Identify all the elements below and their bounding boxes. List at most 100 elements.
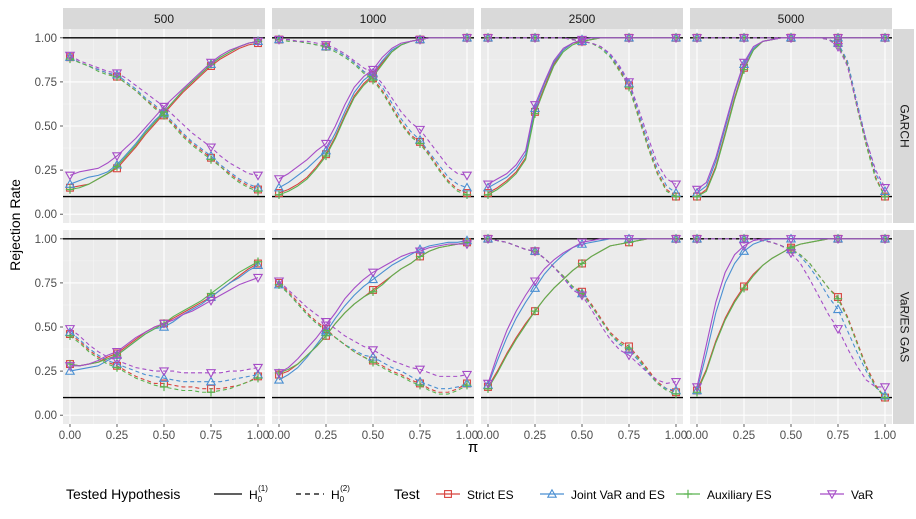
series-line-var-h1: [696, 238, 885, 388]
y-tick-label: 0.25: [35, 165, 57, 177]
series-line-joint-var-and-es-h2: [69, 331, 259, 383]
y-tick-label: 0.50: [35, 322, 57, 334]
x-tick-label: 0.00: [686, 430, 708, 442]
legend-label-h2-sub: 0: [340, 495, 345, 504]
data-point-var-h1: [832, 34, 844, 44]
data-point-auxiliary-es-h2: [206, 388, 216, 397]
data-point-var-h2: [205, 143, 217, 153]
legend-key-marker: [826, 490, 838, 500]
data-point-joint-var-and-es-h1: [158, 321, 170, 331]
legend-item-label: Auxiliary ES: [707, 488, 772, 502]
row-strip-bg: [893, 29, 914, 223]
x-axis-title: π: [468, 439, 478, 456]
data-point-var-h2: [576, 37, 588, 47]
data-point-auxiliary-es-h2: [671, 389, 681, 399]
data-point-joint-var-and-es-h1: [252, 259, 264, 269]
col-strip-label: 1000: [360, 12, 387, 26]
data-point-var-h1: [64, 171, 76, 181]
col-strip-500: 500: [63, 8, 265, 29]
data-point-var-h1: [482, 379, 494, 389]
panel-garch-5000: [690, 29, 892, 223]
data-point-var-h2: [879, 383, 891, 393]
y-tick-label: 0.25: [35, 366, 57, 378]
data-point-auxiliary-es-h2: [415, 381, 425, 390]
data-point-var-h2: [320, 41, 332, 51]
col-strip-1000: 1000: [272, 8, 474, 29]
legend-label-h2: H0 (2): [331, 484, 350, 504]
data-point-joint-var-and-es-h1: [367, 274, 379, 284]
y-tick-label: 0.00: [35, 209, 57, 221]
legend-item-label: Strict ES: [467, 488, 514, 502]
legend-test-items: Strict ES Joint VaR and ES Auxiliary ES VaR: [436, 488, 874, 502]
x-tick-label: 0.50: [780, 430, 802, 442]
legend-label-h1: H0 (1): [249, 484, 268, 504]
x-tick-label: 0.00: [59, 430, 81, 442]
data-point-var-h2: [482, 34, 494, 44]
series-line-var-h1: [70, 277, 259, 367]
data-point-var-h2: [320, 318, 332, 328]
data-point-var-h2: [64, 325, 76, 335]
panel-garch-1000: [272, 29, 474, 223]
data-point-var-h2: [111, 356, 123, 366]
data-point-var-h2: [367, 69, 379, 79]
data-point-var-h2: [252, 171, 264, 181]
legend-item-var: VaR: [820, 488, 874, 502]
row-strip-label: GARCH: [897, 104, 911, 147]
data-point-var-h2: [273, 35, 285, 45]
data-point-var-h2: [623, 78, 635, 88]
data-point-var-h2: [529, 34, 541, 44]
col-strip-5000: 5000: [690, 8, 892, 29]
col-strip-bg: [481, 8, 683, 29]
data-point-var-h2: [670, 377, 682, 387]
data-point-auxiliary-es-h1: [206, 289, 216, 298]
col-strip-bg: [690, 8, 892, 29]
data-point-var-h1: [273, 369, 285, 379]
x-tick-label: 0.75: [618, 430, 640, 442]
data-point-auxiliary-es-h1: [321, 151, 331, 161]
data-point-auxiliary-es-h2: [253, 187, 263, 196]
data-point-var-h1: [252, 37, 264, 47]
legend-item-strict-es: Strict ES: [436, 488, 514, 502]
data-point-var-h2: [111, 69, 123, 79]
x-tick-label: 0.00: [268, 430, 290, 442]
data-point-var-h2: [64, 51, 76, 61]
panel-garch-500: [63, 29, 265, 223]
data-point-var-h1: [111, 347, 123, 357]
legend-label-h2-sup: (2): [340, 484, 350, 493]
panel-grid: [63, 29, 892, 424]
legend-item-joint-var-and-es: Joint VaR and ES: [540, 488, 665, 502]
col-strip-label: 5000: [778, 12, 805, 26]
data-point-var-h1: [691, 383, 703, 393]
data-point-joint-var-and-es-h2: [205, 376, 217, 386]
legend-test-title: Test: [394, 486, 420, 502]
legend-label-h1-sup: (1): [258, 484, 268, 493]
series-line-var-h2: [278, 280, 468, 377]
data-point-var-h1: [529, 101, 541, 111]
legend-label-h2-main: H: [331, 488, 340, 502]
x-tick-label: 1.00: [665, 430, 687, 442]
data-point-auxiliary-es-h2: [462, 190, 472, 199]
data-point-var-h1: [320, 139, 332, 149]
panel-var-es-gas-5000: [690, 230, 892, 424]
data-point-var-h1: [367, 268, 379, 278]
x-tick-label: 0.25: [524, 430, 546, 442]
data-point-var-h2: [623, 351, 635, 361]
y-tick-label: 0.50: [35, 121, 57, 133]
data-point-var-h1: [832, 235, 844, 245]
data-point-auxiliary-es-h2: [880, 393, 890, 402]
legend-key-marker: [546, 488, 558, 498]
data-point-var-h2: [691, 235, 703, 245]
data-point-var-h1: [414, 247, 426, 257]
data-point-var-h2: [529, 247, 541, 257]
legend-key-marker: [683, 489, 693, 499]
data-point-var-h2: [414, 365, 426, 375]
data-point-joint-var-and-es-h1: [273, 374, 285, 384]
data-point-var-h1: [879, 235, 891, 245]
x-tick-label: 1.00: [456, 430, 478, 442]
data-point-auxiliary-es-h2: [159, 111, 169, 120]
data-point-var-h1: [482, 180, 494, 190]
data-point-var-h1: [64, 362, 76, 372]
col-strip-label: 500: [154, 12, 174, 26]
series-line-auxiliary-es-h2: [69, 58, 259, 192]
data-point-auxiliary-es-h1: [739, 284, 749, 293]
